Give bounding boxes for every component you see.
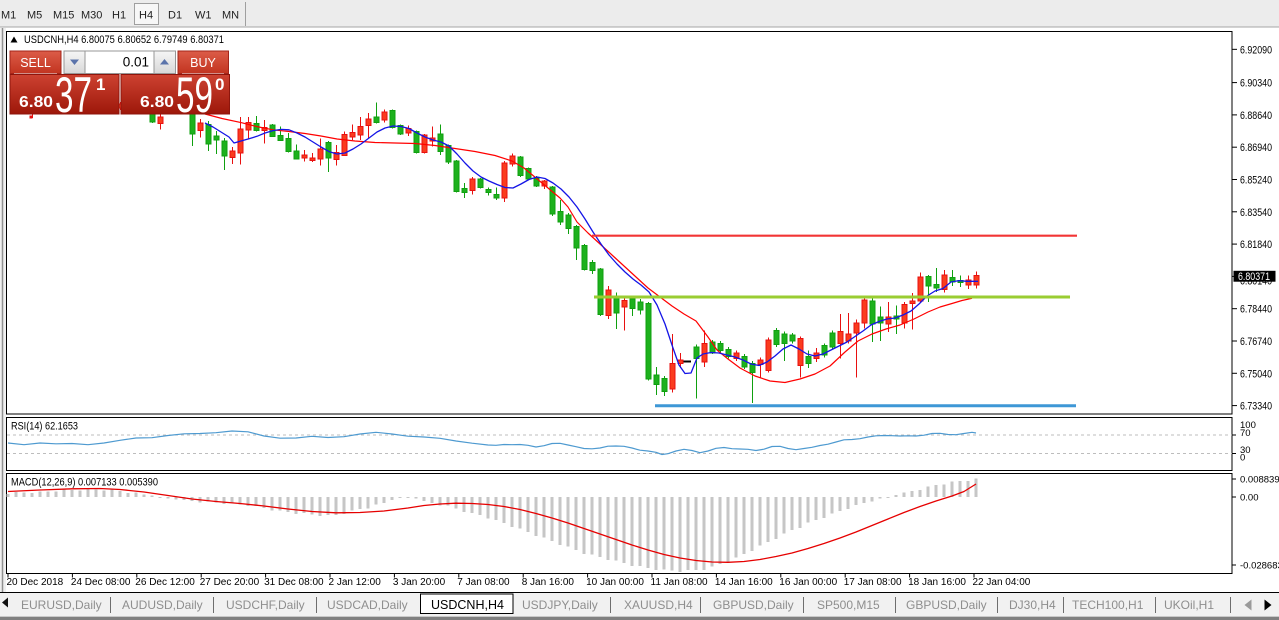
svg-text:USDCHF,Daily: USDCHF,Daily [226,598,305,612]
svg-text:6.80: 6.80 [19,94,53,111]
svg-text:H1: H1 [112,10,126,22]
svg-text:2 Jan 12:00: 2 Jan 12:00 [329,577,382,588]
svg-text:20 Dec 2018: 20 Dec 2018 [7,577,64,588]
svg-text:59: 59 [176,67,213,123]
svg-text:M30: M30 [81,10,102,22]
svg-text:18 Jan 16:00: 18 Jan 16:00 [908,577,966,588]
svg-text:10 Jan 00:00: 10 Jan 00:00 [586,577,644,588]
svg-text:6.81840: 6.81840 [1240,239,1272,251]
svg-text:0.008839: 0.008839 [1240,475,1279,486]
svg-text:MN: MN [222,10,239,22]
svg-text:MACD(12,26,9) 0.007133 0.00539: MACD(12,26,9) 0.007133 0.005390 [11,477,158,489]
svg-text:UKOil,H1: UKOil,H1 [1164,598,1214,612]
svg-text:6.76740: 6.76740 [1240,336,1272,348]
svg-text:AUDUSD,Daily: AUDUSD,Daily [122,598,203,612]
svg-text:M5: M5 [27,10,42,22]
svg-text:17 Jan 08:00: 17 Jan 08:00 [844,577,902,588]
svg-text:0: 0 [215,75,224,94]
svg-text:BUY: BUY [190,56,216,70]
svg-text:SELL: SELL [20,56,51,70]
svg-text:1: 1 [96,75,105,94]
svg-text:31 Dec 08:00: 31 Dec 08:00 [264,577,324,588]
svg-text:6.86940: 6.86940 [1240,142,1272,154]
svg-text:70: 70 [1240,428,1251,439]
svg-text:USDCNH,H4 6.80075 6.80652 6.7: USDCNH,H4 6.80075 6.80652 6.79749 6.8037… [24,34,224,46]
svg-text:W1: W1 [195,10,212,22]
svg-text:XAUUSD,H4: XAUUSD,H4 [624,598,693,612]
svg-text:6.85240: 6.85240 [1240,174,1272,186]
svg-text:6.78440: 6.78440 [1240,304,1272,316]
svg-text:6.73340: 6.73340 [1240,401,1272,413]
svg-text:30: 30 [1240,445,1251,456]
svg-text:0.00: 0.00 [1240,493,1259,504]
svg-text:0.01: 0.01 [123,55,149,70]
svg-text:USDJPY,Daily: USDJPY,Daily [522,598,598,612]
svg-text:USDCNH,H4: USDCNH,H4 [431,598,504,612]
svg-text:6.80371: 6.80371 [1238,271,1270,283]
svg-text:-0.028683: -0.028683 [1240,561,1279,572]
svg-text:8 Jan 16:00: 8 Jan 16:00 [522,577,575,588]
svg-text:22 Jan 04:00: 22 Jan 04:00 [973,577,1031,588]
svg-text:GBPUSD,Daily: GBPUSD,Daily [713,598,794,612]
svg-text:SP500,M15: SP500,M15 [817,598,880,612]
svg-text:6.75040: 6.75040 [1240,368,1272,380]
svg-text:H4: H4 [139,10,153,22]
svg-text:GBPUSD,Daily: GBPUSD,Daily [906,598,987,612]
svg-text:14 Jan 16:00: 14 Jan 16:00 [715,577,773,588]
svg-text:DJ30,H4: DJ30,H4 [1009,598,1056,612]
svg-text:16 Jan 00:00: 16 Jan 00:00 [779,577,837,588]
svg-text:TECH100,H1: TECH100,H1 [1072,598,1144,612]
svg-text:26 Dec 12:00: 26 Dec 12:00 [135,577,195,588]
svg-text:EURUSD,Daily: EURUSD,Daily [21,598,102,612]
svg-text:27 Dec 20:00: 27 Dec 20:00 [200,577,260,588]
svg-text:6.80: 6.80 [140,94,174,111]
svg-text:M15: M15 [53,10,74,22]
svg-text:6.83540: 6.83540 [1240,207,1272,219]
svg-text:USDCAD,Daily: USDCAD,Daily [327,598,408,612]
svg-text:D1: D1 [168,10,182,22]
svg-text:6.90340: 6.90340 [1240,78,1272,90]
svg-text:11 Jan 08:00: 11 Jan 08:00 [651,577,709,588]
svg-text:7 Jan 08:00: 7 Jan 08:00 [457,577,510,588]
svg-text:M1: M1 [1,10,16,22]
svg-text:6.88640: 6.88640 [1240,110,1272,122]
svg-text:0: 0 [1240,453,1245,464]
svg-text:24 Dec 08:00: 24 Dec 08:00 [71,577,131,588]
svg-text:100: 100 [1240,420,1256,431]
svg-text:3 Jan 20:00: 3 Jan 20:00 [393,577,446,588]
svg-text:6.92090: 6.92090 [1240,44,1272,56]
svg-text:37: 37 [55,67,92,123]
svg-text:RSI(14) 62.1653: RSI(14) 62.1653 [11,421,78,433]
